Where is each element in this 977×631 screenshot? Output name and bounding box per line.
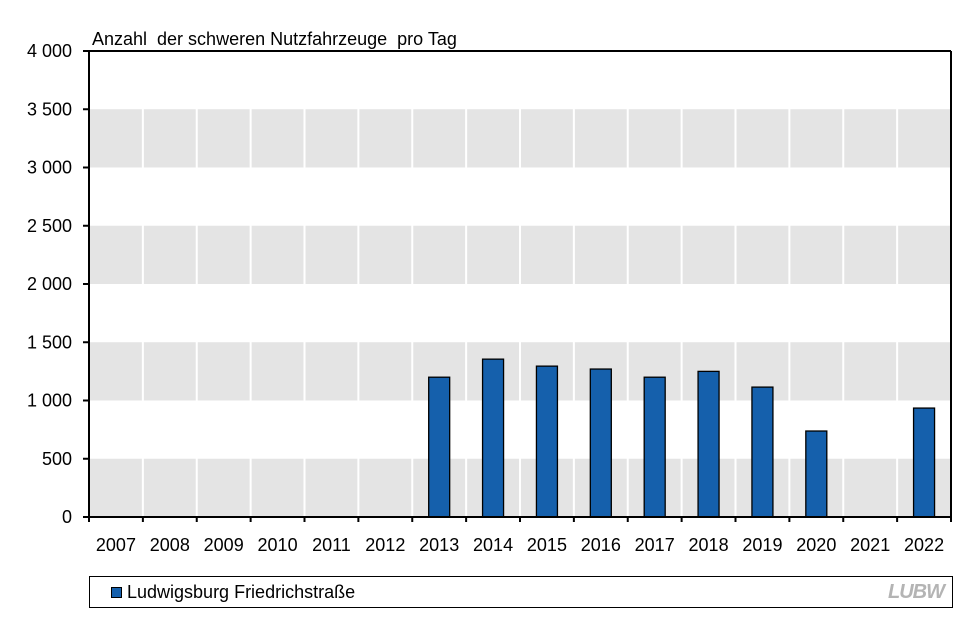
bar-2013: [428, 376, 451, 518]
x-tick-label: 2011: [312, 535, 351, 555]
x-tick-label: 2020: [796, 535, 836, 555]
x-tick-label: 2007: [96, 535, 136, 555]
x-tick-label: 2021: [850, 535, 890, 555]
y-tick-label: 1 000: [27, 391, 72, 411]
chart-title: Anzahl der schweren Nutzfahrzeuge pro Ta…: [92, 29, 457, 49]
y-tick-label: 2 000: [27, 274, 72, 294]
x-tick-label: 2013: [419, 535, 459, 555]
legend: Ludwigsburg Friedrichstraße LUBW: [89, 576, 953, 608]
x-tick-label: 2012: [365, 535, 405, 555]
x-tick-label: 2019: [742, 535, 782, 555]
bar-2022: [912, 407, 936, 518]
y-tick-label: 0: [62, 507, 72, 527]
bar-2016: [589, 368, 612, 518]
x-tick-label: 2009: [204, 535, 244, 555]
y-tick-label: 2 500: [27, 216, 72, 236]
x-tick-label: 2016: [581, 535, 621, 555]
vertical-gridlines: [141, 51, 899, 517]
lubw-logo: LUBW: [888, 581, 945, 603]
y-axis-ticks: 0 500 1 000 1 500 2 000 2 500 3 000 3 500 4 000: [27, 41, 89, 527]
bar-2014: [481, 358, 505, 518]
y-tick-label: 3 000: [27, 158, 72, 178]
y-tick-label: 1 500: [27, 332, 72, 352]
x-tick-label: 2010: [258, 535, 298, 555]
bar-2015: [535, 365, 559, 518]
axes: [83, 50, 952, 521]
legend-label: Ludwigsburg Friedrichstraße: [127, 582, 356, 602]
x-tick-label: 2022: [904, 535, 944, 555]
bar-2019: [751, 386, 774, 518]
bar-2020: [805, 430, 828, 518]
legend-swatch-icon: [111, 587, 122, 598]
y-tick-label: 4 000: [27, 41, 72, 61]
x-tick-label: 2017: [635, 535, 675, 555]
bar-2018: [697, 370, 720, 518]
x-tick-label: 2015: [527, 535, 567, 555]
x-axis-ticks: 2007 2008 2009 2010 2011 2012 2013 2014 2015 2016…: [88, 517, 952, 555]
x-tick-label: 2008: [150, 535, 190, 555]
x-tick-label: 2018: [689, 535, 729, 555]
y-tick-label: 500: [42, 449, 72, 469]
y-tick-label: 3 500: [27, 99, 72, 119]
x-tick-label: 2014: [473, 535, 513, 555]
bar-2017: [643, 376, 666, 518]
